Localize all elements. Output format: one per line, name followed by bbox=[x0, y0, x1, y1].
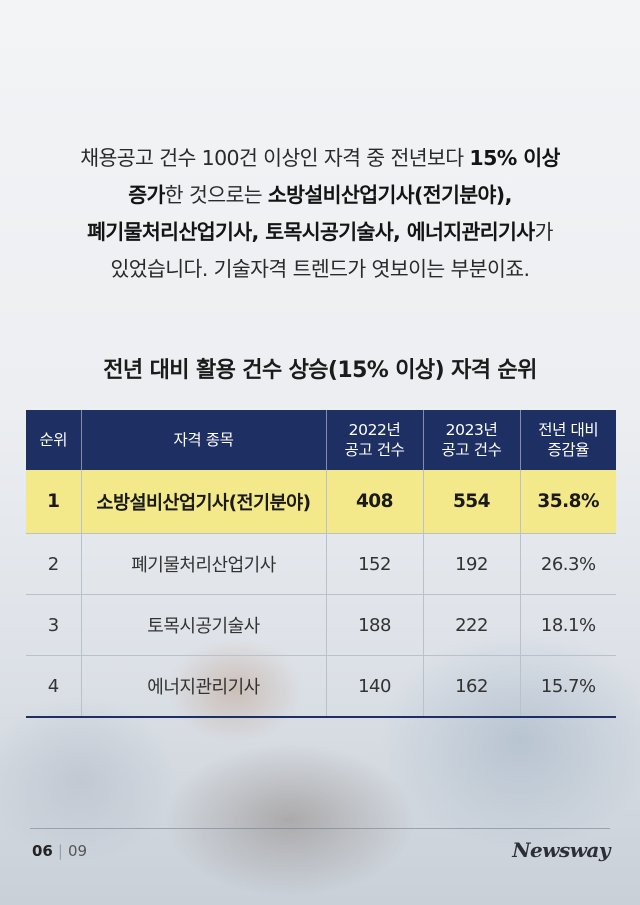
header-2023-line2: 공고 건수 bbox=[441, 441, 502, 459]
cell-change: 35.8% bbox=[520, 470, 616, 534]
header-name: 자격 종목 bbox=[81, 410, 327, 470]
header-rank: 순위 bbox=[26, 410, 82, 470]
cell-change: 26.3% bbox=[520, 533, 616, 595]
cell-rank: 2 bbox=[26, 533, 82, 595]
header-change-line2: 증감율 bbox=[547, 441, 590, 459]
cell-2023: 222 bbox=[423, 594, 521, 656]
header-2023-line1: 2023년 bbox=[445, 421, 498, 439]
cell-name: 토목시공기술사 bbox=[81, 594, 327, 656]
cell-2022: 140 bbox=[326, 655, 424, 718]
cell-rank: 1 bbox=[26, 470, 82, 534]
intro-text: 채용공고 건수 100건 이상인 자격 중 전년보다 bbox=[80, 146, 470, 170]
header-2022-line1: 2022년 bbox=[348, 421, 401, 439]
cell-change: 18.1% bbox=[520, 594, 616, 656]
intro-emphasis: 15% 이상 bbox=[469, 146, 560, 170]
footer-divider bbox=[30, 828, 610, 829]
newsway-logo: Newsway bbox=[512, 838, 610, 862]
cell-2023: 192 bbox=[423, 533, 521, 595]
cell-2023: 554 bbox=[423, 470, 521, 534]
intro-text: 한 것으로는 bbox=[164, 183, 268, 207]
cell-2023: 162 bbox=[423, 655, 521, 718]
page-separator: | bbox=[57, 842, 63, 860]
intro-line-3: 폐기물처리산업기사, 토목시공기술사, 에너지관리기사가 bbox=[36, 214, 604, 251]
intro-emphasis: 소방설비산업기사(전기분야), bbox=[267, 183, 512, 207]
cell-rank: 3 bbox=[26, 594, 82, 656]
header-change-line1: 전년 대비 bbox=[538, 421, 599, 439]
cell-2022: 188 bbox=[326, 594, 424, 656]
intro-line-2: 증가한 것으로는 소방설비산업기사(전기분야), bbox=[36, 177, 604, 214]
cell-name: 에너지관리기사 bbox=[81, 655, 327, 718]
table-row: 1 소방설비산업기사(전기분야) 408 554 35.8% bbox=[26, 470, 616, 534]
table-row: 4 에너지관리기사 140 162 15.7% bbox=[26, 655, 616, 718]
intro-paragraph: 채용공고 건수 100건 이상인 자격 중 전년보다 15% 이상 증가한 것으… bbox=[36, 140, 604, 288]
ranking-table: 순위 자격 종목 2022년 공고 건수 2023년 공고 건수 전년 대비 증감율 … bbox=[26, 410, 616, 718]
intro-text: 가 bbox=[534, 220, 554, 244]
table-row: 3 토목시공기술사 188 222 18.1% bbox=[26, 594, 616, 656]
cell-rank: 4 bbox=[26, 655, 82, 718]
cell-2022: 408 bbox=[326, 470, 424, 534]
cell-name: 폐기물처리산업기사 bbox=[81, 533, 327, 595]
table-title: 전년 대비 활용 건수 상승(15% 이상) 자격 순위 bbox=[103, 358, 537, 383]
intro-emphasis: 폐기물처리산업기사, 토목시공기술사, 에너지관리기사 bbox=[87, 220, 535, 244]
intro-line-4: 있었습니다. 기술자격 트렌드가 엿보이는 부분이죠. bbox=[110, 257, 531, 281]
page-indicator: 06 | 09 bbox=[32, 842, 87, 860]
intro-line-1: 채용공고 건수 100건 이상인 자격 중 전년보다 15% 이상 bbox=[36, 140, 604, 177]
header-2022-line2: 공고 건수 bbox=[344, 441, 405, 459]
table-row: 2 폐기물처리산업기사 152 192 26.3% bbox=[26, 533, 616, 595]
current-page: 06 bbox=[32, 842, 53, 860]
total-pages: 09 bbox=[67, 842, 88, 860]
cell-2022: 152 bbox=[326, 533, 424, 595]
cell-name: 소방설비산업기사(전기분야) bbox=[81, 470, 327, 534]
cell-change: 15.7% bbox=[520, 655, 616, 718]
intro-emphasis: 증가 bbox=[128, 183, 165, 207]
